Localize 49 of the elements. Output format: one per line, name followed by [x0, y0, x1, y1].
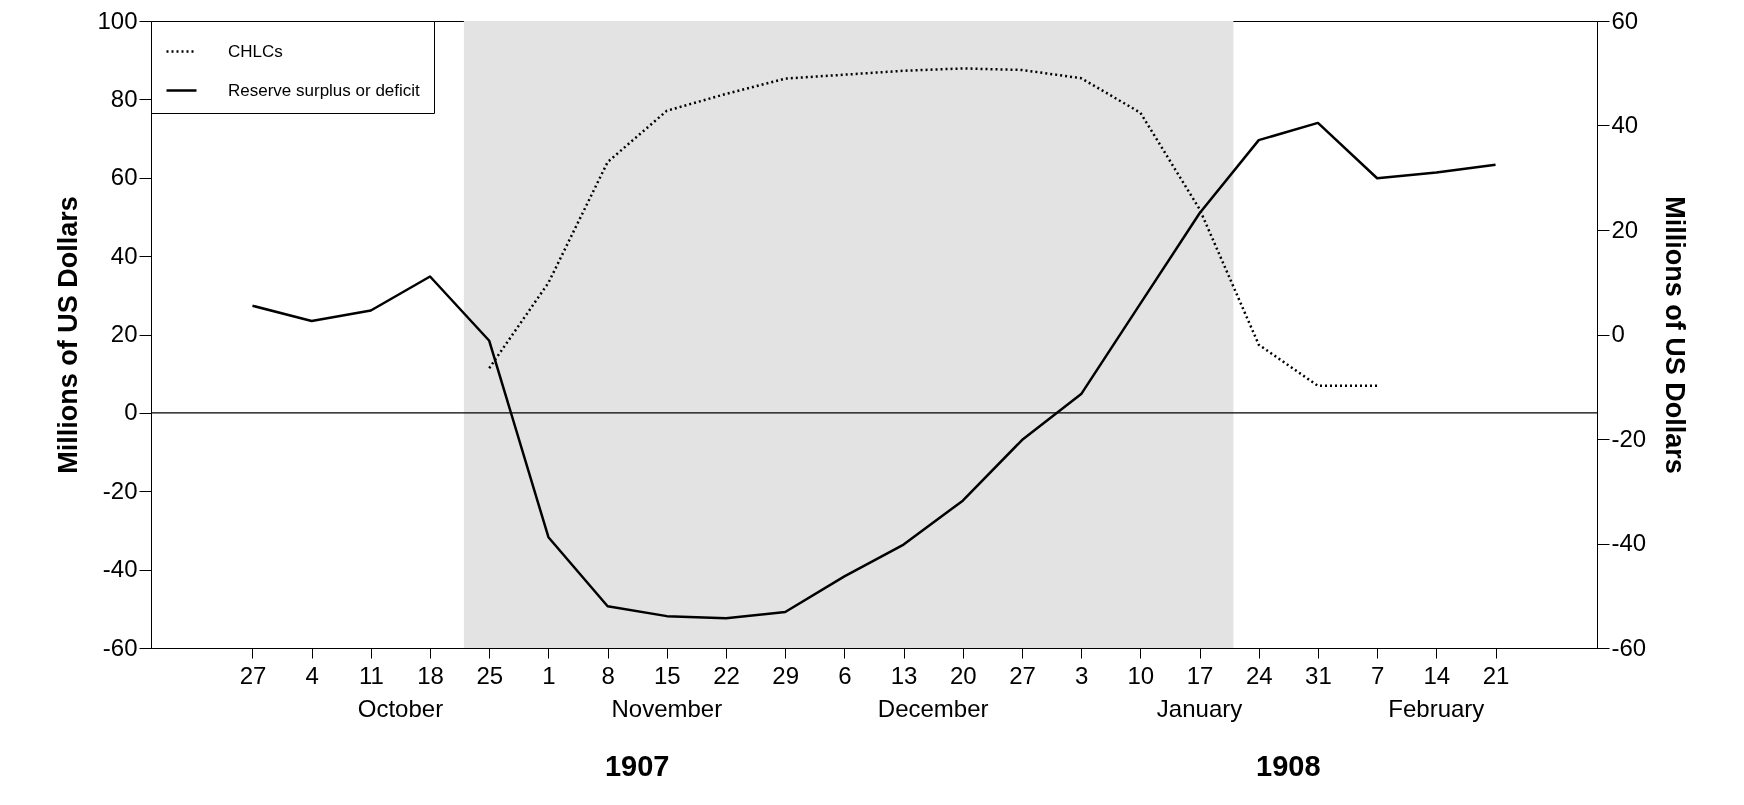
x-tick-label: 25 [476, 661, 504, 689]
text: January [1156, 695, 1243, 722]
x-tick-label: 1 [542, 661, 556, 689]
x-tick-label: 3 [1075, 661, 1089, 689]
x-tick-label: 13 [890, 661, 918, 689]
x-tick-label: 27 [1009, 661, 1036, 689]
y2-tick-label: 40 [1611, 111, 1639, 138]
text: February [1388, 695, 1485, 722]
x-tick-label: 11 [358, 661, 384, 689]
x-tick-label: 14 [1423, 661, 1451, 689]
y-tick-label: -60 [102, 633, 138, 661]
y-tick-label: 80 [110, 84, 138, 112]
text: 1907 [604, 750, 670, 782]
x-tick-label: 21 [1482, 661, 1510, 689]
x-tick-label: 17 [1186, 661, 1214, 689]
y-tick-label: -20 [102, 476, 138, 504]
x-tick-label: 15 [653, 661, 681, 689]
y-tick-label: 60 [110, 163, 138, 191]
text: 1908 [1256, 750, 1321, 782]
text: November [611, 695, 723, 722]
text: October [357, 695, 444, 722]
x-tick-label: 20 [949, 661, 977, 689]
x-tick-label: 18 [417, 661, 444, 689]
y-tick-label: -40 [102, 555, 138, 583]
text: December [877, 695, 989, 722]
x-tick-label: 8 [601, 661, 615, 689]
y2-tick-label: 20 [1611, 215, 1639, 243]
legend-label: CHLCs [228, 41, 283, 61]
y-tick-label: 20 [110, 320, 138, 347]
y2-tick-label: -60 [1611, 633, 1647, 661]
y2-axis-title: Millions of US Dollars [1660, 196, 1691, 474]
y2-tick-label: -20 [1611, 424, 1647, 452]
x-tick-label: 6 [838, 661, 852, 689]
y-tick-label: 100 [97, 6, 138, 34]
x-tick-label: 4 [305, 661, 319, 689]
x-tick-label: 10 [1127, 661, 1155, 689]
x-tick-label: 7 [1370, 661, 1385, 689]
x-tick-label: 22 [713, 661, 740, 689]
y-tick-label: 40 [110, 241, 138, 269]
x-tick-label: 29 [772, 661, 800, 689]
x-tick-label: 31 [1305, 661, 1332, 689]
x-tick-label: 27 [239, 661, 267, 689]
legend-label: Reserve surplus or deficit [228, 80, 421, 100]
y-axis-title: Millions of US Dollars [53, 196, 84, 474]
x-tick-label: 24 [1245, 661, 1273, 689]
y-tick-label: 0 [124, 398, 138, 426]
y2-tick-label: 60 [1611, 6, 1639, 34]
y2-tick-label: -40 [1611, 529, 1647, 556]
y2-tick-label: 0 [1611, 320, 1625, 347]
